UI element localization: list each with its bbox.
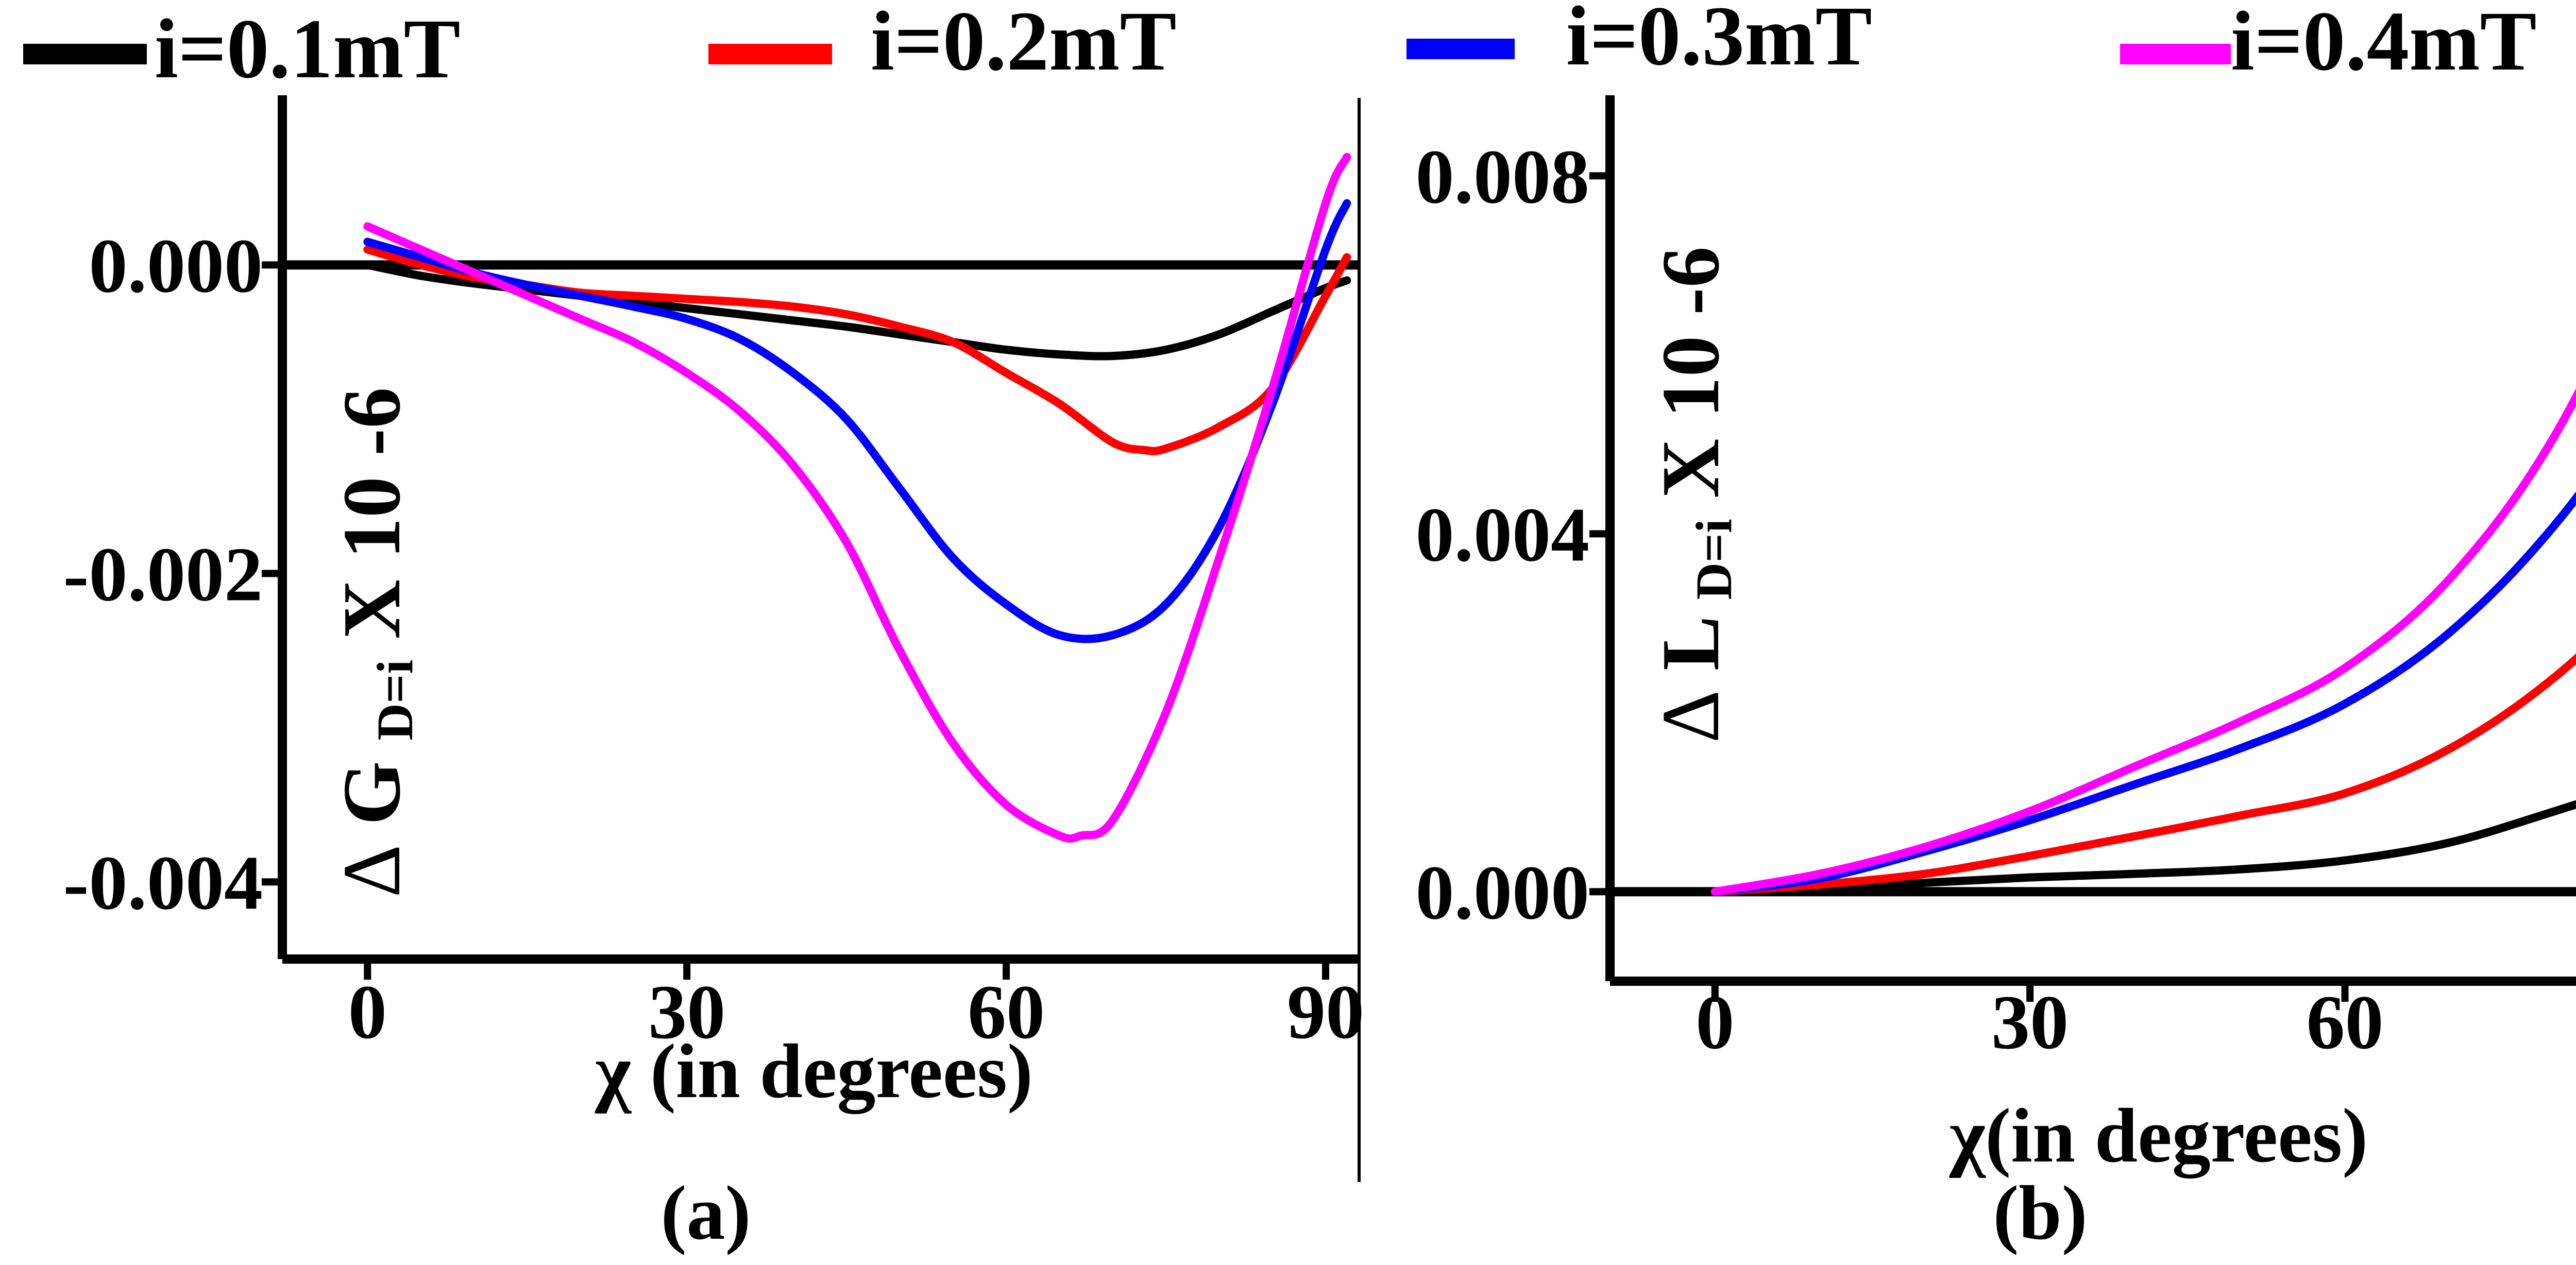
series-line-i-0-4mt	[363, 152, 1351, 843]
legend-item: i=0.2mT	[708, 0, 1177, 88]
y-tick-label: 0.008	[1416, 134, 1590, 219]
y-axis-label: ∆ G D=i X 10 -6	[326, 387, 430, 896]
series-line-i-0-1mt	[1710, 800, 2576, 896]
x-tick-label: 30	[1991, 980, 2069, 1065]
y-label-main: L	[1645, 619, 1736, 671]
y-axis-label: ∆ L D=i X 10 -6	[1645, 246, 1749, 742]
x-tick-label: 0	[348, 969, 387, 1055]
x-tick-label: 60	[2307, 980, 2384, 1065]
y-tick-label: -0.002	[63, 532, 263, 617]
series-group	[1710, 388, 2576, 896]
y-label-subscript: D=i	[1685, 519, 1742, 600]
x-ticks: 0 30 60 90	[348, 959, 1364, 1055]
series-line-i-0-4mt	[1710, 388, 2576, 896]
panel-a: 0.000 -0.002 -0.004 0 30 60 90 χ (in degrees)…	[63, 95, 1364, 1256]
y-tick-label: 0.000	[89, 223, 263, 309]
y-tick-label: 0.000	[1416, 850, 1590, 935]
series-group	[363, 152, 1351, 843]
x-tick-label: 0	[1696, 980, 1734, 1065]
legend-item: i=0.3mT	[1406, 0, 1872, 83]
legend: i=0.1mT i=0.2mT i=0.3mT i=0.4mT	[23, 0, 2537, 96]
y-ticks: 0.000 0.004 0.008	[1416, 134, 1610, 935]
x-tick-label: 60	[968, 969, 1045, 1055]
legend-label: i=0.1mT	[155, 2, 461, 96]
legend-label: i=0.4mT	[2231, 0, 2537, 88]
series-line-i-0-3mt	[1710, 491, 2576, 896]
panel-label: (a)	[661, 1170, 751, 1256]
series-line-i-0-2mt	[1710, 653, 2576, 896]
y-label-delta: ∆	[326, 846, 417, 896]
x-axis-label: χ(in degrees)	[1949, 1093, 2368, 1178]
x-tick-label: 90	[1287, 969, 1364, 1055]
y-label-suffix: X 10 -6	[326, 387, 417, 639]
y-tick-label: -0.004	[63, 840, 263, 926]
y-label-main: G	[326, 761, 417, 825]
y-label-suffix: X 10 -6	[1645, 246, 1736, 498]
y-tick-label: 0.004	[1416, 492, 1590, 577]
legend-item: i=0.4mT	[2120, 0, 2537, 88]
legend-label: i=0.2mT	[871, 0, 1177, 88]
y-ticks: 0.000 -0.002 -0.004	[63, 223, 282, 926]
x-tick-label: 30	[648, 969, 725, 1055]
legend-item: i=0.1mT	[23, 2, 461, 96]
series-line-i-0-1mt	[363, 261, 1351, 361]
x-axis-label: χ (in degrees)	[595, 1029, 1033, 1114]
panel-label: (b)	[1993, 1170, 2087, 1256]
y-label-subscript: D=i	[366, 660, 423, 741]
y-label-delta: ∆	[1645, 691, 1736, 742]
legend-label: i=0.3mT	[1566, 0, 1872, 83]
